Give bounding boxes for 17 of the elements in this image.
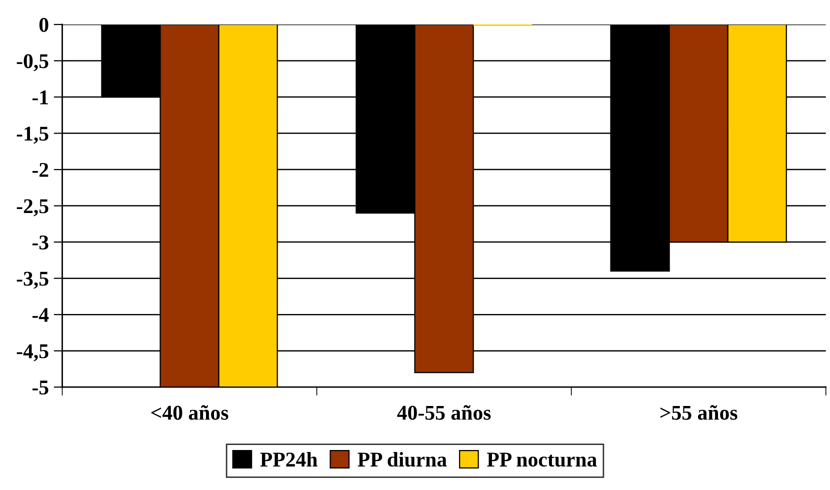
y-tick-label: -1 <box>32 90 48 104</box>
legend-label: PP24h <box>260 452 318 466</box>
y-tick-label: -0,5 <box>16 54 48 72</box>
legend-label: PP nocturna <box>487 452 597 467</box>
y-tick-label: -3 <box>32 235 48 250</box>
y-tick-label: -2,5 <box>16 199 48 216</box>
x-tick-label: >55 años <box>660 405 738 420</box>
y-tick-label: -3,5 <box>16 272 48 289</box>
y-tick-label: -1,5 <box>16 126 48 144</box>
x-tick-label: <40 años <box>151 405 228 420</box>
y-tick-label: -5 <box>32 380 48 395</box>
y-tick-label: -4,5 <box>16 344 48 362</box>
legend-label: PP diurna <box>358 452 447 467</box>
y-tick-label: 0 <box>39 18 48 32</box>
y-tick-label: -4 <box>32 308 49 322</box>
x-tick-label: 40-55 años <box>397 405 491 420</box>
y-tick-label: -2 <box>32 162 48 177</box>
